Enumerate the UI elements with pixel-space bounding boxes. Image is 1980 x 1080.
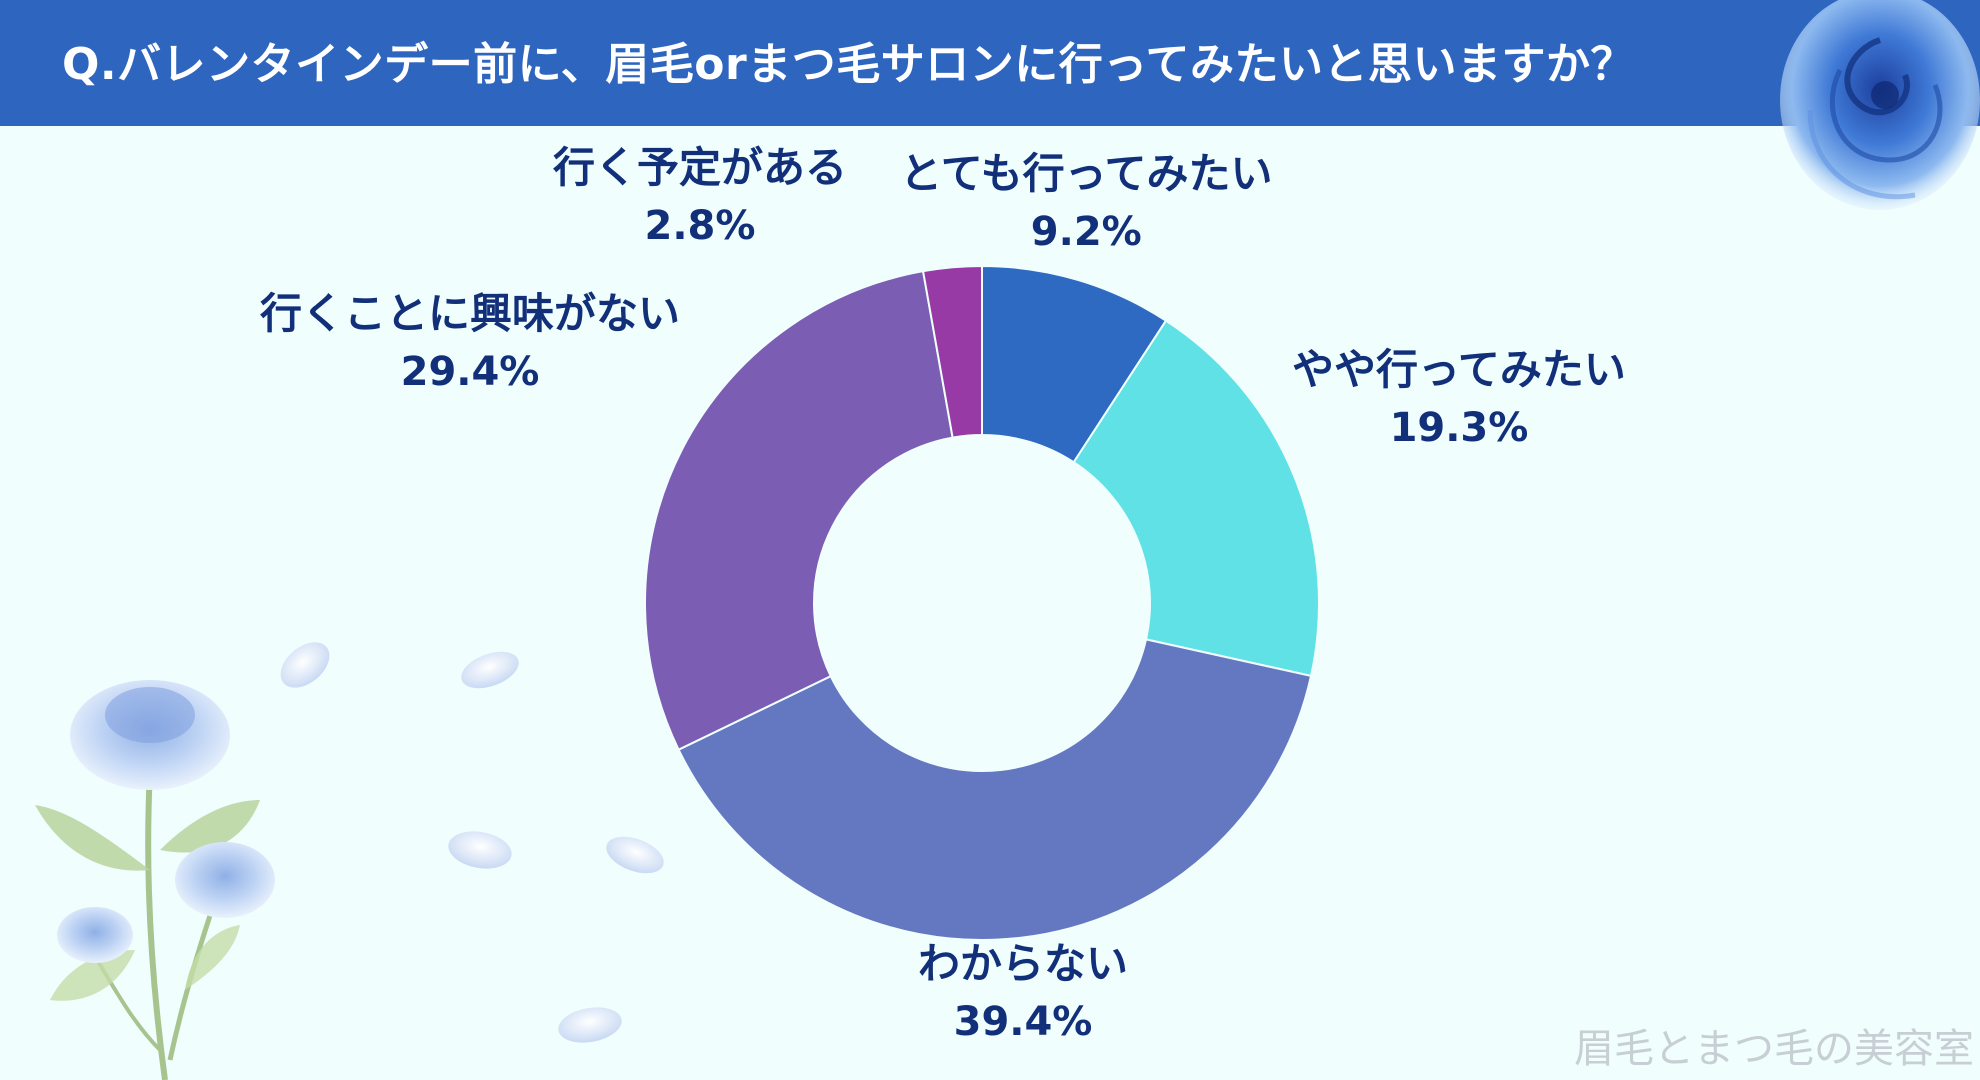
slice-category-label: 行く予定がある bbox=[553, 143, 848, 192]
donut-slice-4 bbox=[643, 270, 954, 752]
slice-label-1: とても行ってみたい 9.2% bbox=[900, 148, 1273, 257]
page-title: Q.バレンタインデー前に、眉毛orまつ毛サロンに行ってみたいと思いますか？ bbox=[62, 39, 1636, 90]
watermark-text: 眉毛とまつ毛の美容室 bbox=[1574, 1026, 1974, 1072]
donut-slice-2 bbox=[1072, 319, 1320, 678]
slice-label-5: 行く予定がある 2.8% bbox=[553, 142, 847, 251]
slice-label-4: 行くことに興味がない 29.4% bbox=[260, 288, 680, 397]
slice-value-label: 39.4% bbox=[953, 998, 1093, 1045]
slice-category-label: とても行ってみたい bbox=[900, 149, 1273, 198]
blue-rose-decoration-top bbox=[1780, 0, 1980, 210]
slice-label-3: わからない 39.4% bbox=[918, 938, 1128, 1047]
blue-rose-decoration-bottom bbox=[35, 642, 664, 1080]
slice-value-label: 29.4% bbox=[400, 348, 540, 395]
donut-slice-5 bbox=[921, 264, 983, 439]
donut-slice-3 bbox=[677, 638, 1313, 941]
slice-value-label: 2.8% bbox=[644, 202, 756, 249]
slice-value-label: 19.3% bbox=[1389, 404, 1529, 451]
slice-value-label: 9.2% bbox=[1030, 208, 1142, 255]
slice-category-label: わからない bbox=[918, 939, 1129, 988]
slice-category-label: やや行ってみたい bbox=[1292, 345, 1626, 394]
slice-category-label: 行くことに興味がない bbox=[260, 289, 681, 338]
header-bar: Q.バレンタインデー前に、眉毛orまつ毛サロンに行ってみたいと思いますか？ bbox=[0, 0, 1980, 126]
slice-label-2: やや行ってみたい 19.3% bbox=[1292, 344, 1626, 453]
